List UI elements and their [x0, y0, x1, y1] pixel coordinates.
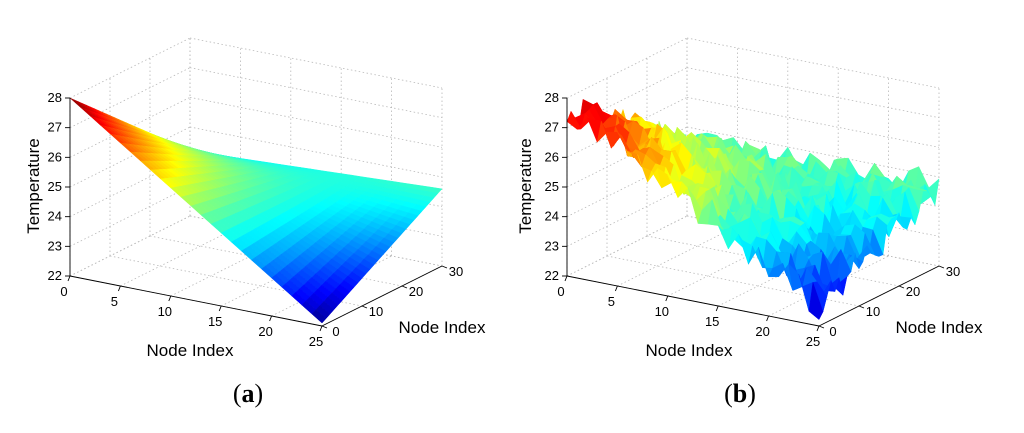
z-tick-label: 26	[48, 149, 62, 164]
surface-facet	[311, 309, 327, 324]
x-tick	[117, 285, 121, 292]
x-tick-label: 10	[655, 304, 669, 319]
z-tick-label: 24	[48, 209, 62, 224]
surface-b	[566, 98, 940, 320]
y-tick-label: 30	[946, 264, 960, 279]
z-tick-label: 27	[48, 120, 62, 135]
y-tick	[898, 285, 905, 289]
y-tick-label: 0	[829, 324, 836, 339]
x-tick	[715, 305, 719, 312]
gridline	[69, 67, 191, 129]
z-tick-label: 24	[545, 209, 559, 224]
z-tick-label: 23	[48, 238, 62, 253]
gridline	[617, 225, 738, 287]
ticks-a: 0 5 10 15 20 25 0 10 20 30 22 23 24 25 26 27 28	[48, 90, 464, 349]
x-tick-label: 5	[608, 294, 615, 309]
chart-b: 0 5 10 15 20 25 0 10 20 30 22 23 24 25 26 27 28 Node Ind…	[516, 37, 983, 408]
x-tick-label: 15	[705, 314, 719, 329]
y-tick	[361, 305, 368, 309]
x-tick	[269, 315, 273, 322]
x-tick	[319, 325, 323, 332]
gridline	[120, 225, 241, 287]
x-tick	[168, 295, 172, 302]
x-tick-label: 0	[557, 284, 564, 299]
z-tick-label: 23	[545, 238, 559, 253]
x-tick	[67, 275, 71, 282]
caption-letter-a: a	[242, 379, 255, 408]
x-tick	[766, 315, 770, 322]
x-tick-label: 25	[806, 334, 820, 349]
x-tick	[564, 275, 568, 282]
y-tick	[938, 265, 945, 269]
z-tick-label: 22	[545, 268, 559, 283]
z-tick-label: 27	[545, 120, 559, 135]
y-tick	[321, 325, 328, 329]
gridline	[566, 37, 688, 99]
y-tick-label: 10	[369, 304, 383, 319]
caption-b: (b)	[724, 379, 756, 408]
y-tick	[441, 265, 448, 269]
surface-facet	[808, 282, 824, 320]
ticks-b: 0 5 10 15 20 25 0 10 20 30 22 23 24 25 26 27 28	[545, 90, 961, 349]
y-axis-line	[818, 265, 940, 327]
y-axis-label-b: Node Index	[896, 318, 983, 337]
x-axis-label-b: Node Index	[646, 341, 733, 360]
gridline	[686, 37, 940, 89]
gridline	[189, 126, 443, 178]
gridline	[189, 37, 443, 89]
x-tick-label: 10	[158, 304, 172, 319]
x-tick-label: 20	[755, 324, 769, 339]
gridline	[566, 185, 688, 247]
gridline	[189, 67, 443, 119]
axes-b	[562, 97, 945, 332]
z-tick-label: 28	[545, 90, 559, 105]
x-tick	[218, 305, 222, 312]
x-axis-label-a: Node Index	[147, 341, 234, 360]
z-axis-label-b: Temperature	[516, 138, 535, 233]
x-tick-label: 25	[309, 334, 323, 349]
gridline	[69, 37, 191, 99]
y-tick	[818, 325, 825, 329]
gridline	[69, 215, 191, 277]
y-tick-label: 0	[332, 324, 339, 339]
x-axis-line	[69, 275, 323, 327]
x-tick-label: 20	[258, 324, 272, 339]
axes-a	[65, 97, 448, 332]
x-tick-label: 5	[111, 294, 118, 309]
x-tick	[614, 285, 618, 292]
gridline	[69, 185, 191, 247]
y-axis-line	[321, 265, 443, 327]
y-tick-label: 10	[866, 304, 880, 319]
x-tick	[665, 295, 669, 302]
y-tick-label: 30	[449, 264, 463, 279]
x-tick-label: 15	[208, 314, 222, 329]
x-tick	[816, 325, 820, 332]
gridline	[686, 126, 940, 178]
gridline	[189, 96, 443, 148]
z-tick-label: 26	[545, 149, 559, 164]
gridline	[109, 255, 363, 307]
z-tick-label: 28	[48, 90, 62, 105]
y-axis-label-a: Node Index	[399, 318, 486, 337]
x-axis-line	[566, 275, 820, 327]
chart-a: 0 5 10 15 20 25 0 10 20 30 22 23 24 25 26 27 28 Node Ind…	[24, 37, 486, 408]
x-tick-label: 0	[60, 284, 67, 299]
caption-a: (a)	[233, 379, 263, 408]
z-tick-label: 25	[48, 179, 62, 194]
gridline	[606, 255, 860, 307]
y-tick-label: 20	[906, 284, 920, 299]
z-axis-label-a: Temperature	[24, 138, 43, 233]
y-tick	[401, 285, 408, 289]
z-tick-label: 22	[48, 268, 62, 283]
caption-letter-b: b	[733, 379, 747, 408]
gridline	[686, 67, 940, 119]
gridline	[686, 96, 940, 148]
y-tick-label: 20	[409, 284, 423, 299]
surface-a	[69, 97, 443, 324]
gridline	[566, 215, 688, 277]
y-tick	[858, 305, 865, 309]
z-tick-label: 25	[545, 179, 559, 194]
